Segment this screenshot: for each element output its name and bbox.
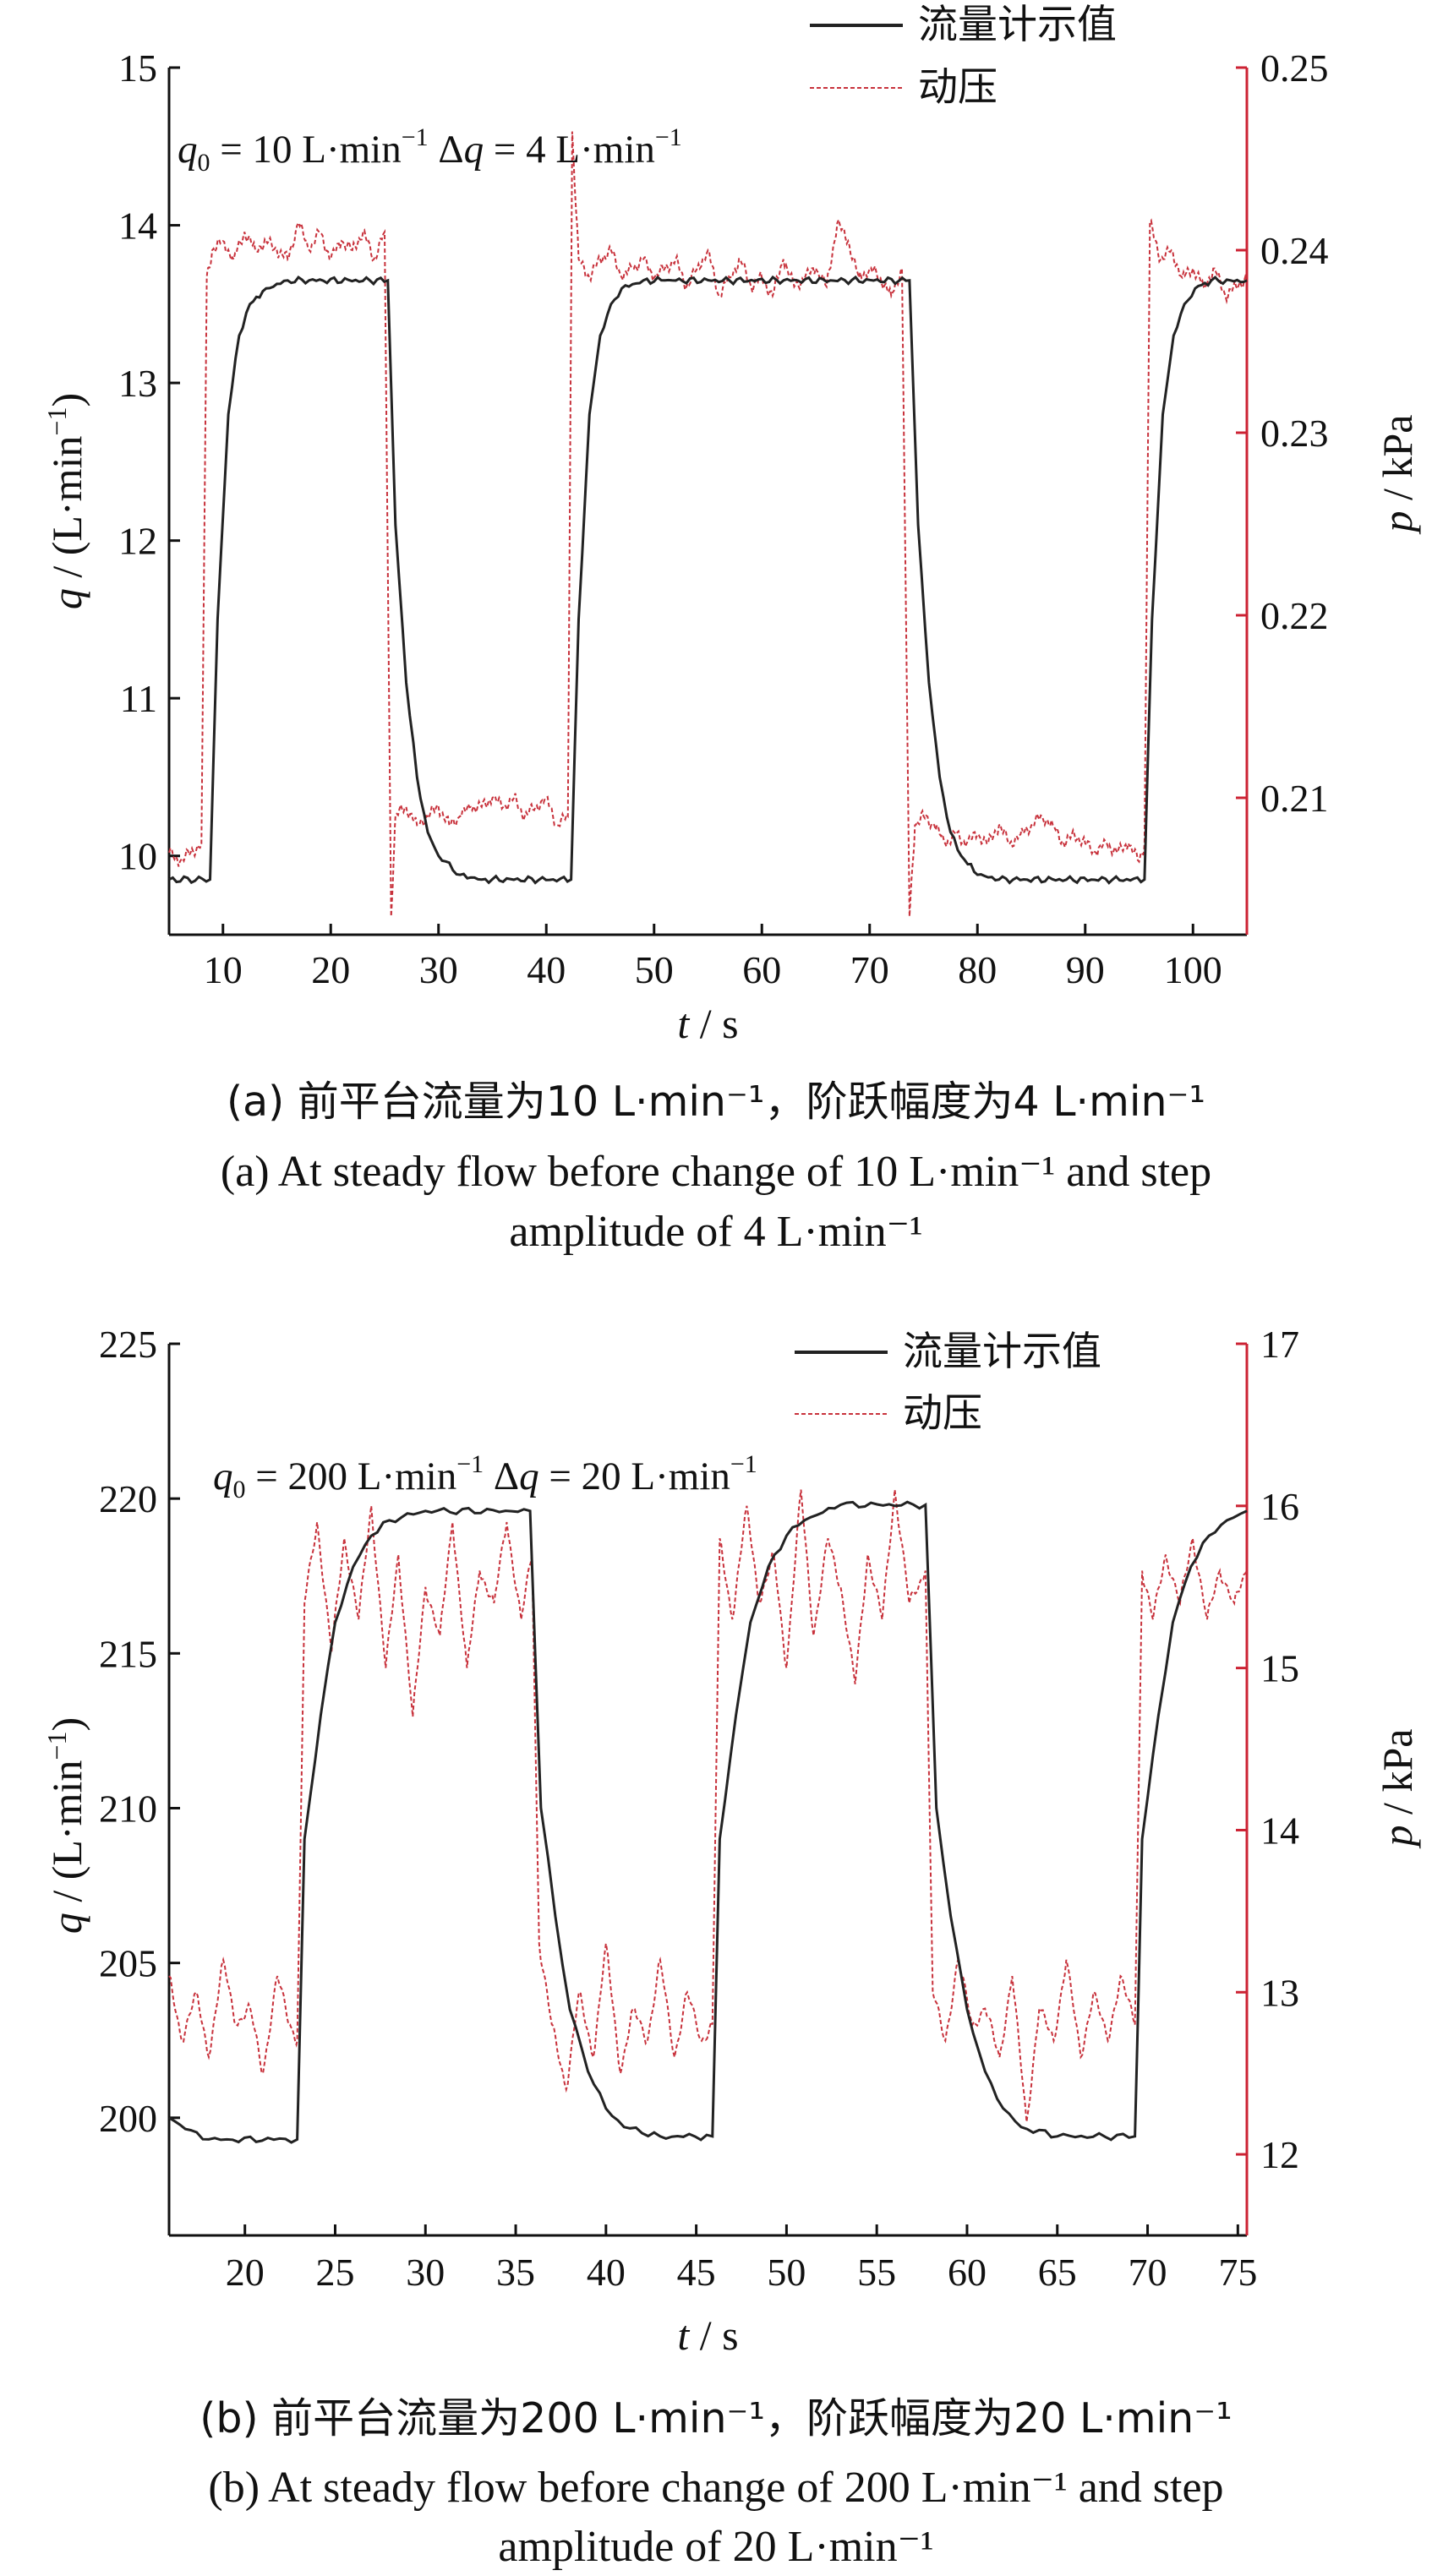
a-x-tick-label: 30 (419, 948, 458, 991)
caption-b-cn: (b) 前平台流量为200 L·min⁻¹，阶跃幅度为20 L·min⁻¹ (199, 2394, 1233, 2442)
b-y2-tick-label: 15 (1260, 1647, 1299, 1690)
b-y2-tick-label: 14 (1260, 1809, 1299, 1852)
a-y-tick-label: 13 (118, 362, 157, 405)
b-x-tick-label: 50 (767, 2251, 806, 2294)
a-legend-flow-label: 流量计示值 (918, 2, 1117, 48)
b-x-tick-label: 25 (315, 2251, 354, 2294)
a-y2-tick-label: 0.25 (1260, 46, 1329, 90)
a-x-tick-label: 40 (527, 948, 566, 991)
a-y2-tick-label: 0.23 (1260, 412, 1329, 455)
caption-b-en-2: amplitude of 20 L·min⁻¹ (498, 2523, 933, 2571)
a-y2-tick-label: 0.24 (1260, 229, 1329, 272)
caption-b-en-1: (b) At steady flow before change of 200 … (208, 2464, 1223, 2512)
b-y-tick-label: 215 (99, 1632, 157, 1675)
b-x-tick-label: 35 (496, 2251, 535, 2294)
a-series-pressure (168, 131, 1248, 917)
a-y2-axis-label: p / kPa (1374, 415, 1421, 535)
b-x-tick-label: 70 (1129, 2251, 1167, 2294)
b-x-axis-label: t / s (677, 2311, 738, 2359)
b-y2-tick-label: 16 (1260, 1485, 1299, 1528)
a-x-tick-label: 100 (1164, 948, 1222, 991)
b-legend-flow-label: 流量计示值 (903, 1329, 1101, 1375)
b-x-tick-label: 65 (1038, 2251, 1077, 2294)
b-y2-tick-label: 12 (1260, 2133, 1299, 2176)
b-x-tick-label: 55 (857, 2251, 896, 2294)
b-x-tick-label: 60 (948, 2251, 987, 2294)
b-y-tick-label: 205 (99, 1942, 157, 1985)
a-x-tick-label: 10 (204, 948, 243, 991)
a-x-tick-label: 60 (742, 948, 781, 991)
a-y-tick-label: 15 (118, 46, 157, 90)
a-x-tick-label: 90 (1066, 948, 1105, 991)
b-series-flow (168, 1500, 1248, 2144)
a-y-tick-label: 14 (118, 205, 157, 248)
b-y2-axis-label: p / kPa (1374, 1729, 1421, 1849)
b-legend-pressure-label: 动压 (903, 1390, 982, 1437)
b-x-tick-label: 75 (1218, 2251, 1257, 2294)
b-y-tick-label: 220 (99, 1477, 157, 1520)
b-x-tick-label: 40 (587, 2251, 626, 2294)
a-x-tick-label: 20 (311, 948, 350, 991)
caption-a-en-1: (a) At steady flow before change of 10 L… (221, 1148, 1211, 1196)
a-series-flow (168, 275, 1248, 885)
b-y-tick-label: 210 (99, 1787, 157, 1830)
b-y-tick-label: 200 (99, 2097, 157, 2140)
a-y-tick-label: 12 (118, 520, 157, 563)
caption-a-cn: (a) 前平台流量为10 L·min⁻¹，阶跃幅度为4 L·min⁻¹ (227, 1078, 1205, 1126)
b-series-pressure (168, 1489, 1248, 2122)
a-y2-tick-label: 0.22 (1260, 594, 1329, 637)
a-x-tick-label: 70 (850, 948, 889, 991)
a-y-tick-label: 11 (120, 677, 157, 720)
b-y2-tick-label: 17 (1260, 1323, 1299, 1366)
b-y2-tick-label: 13 (1260, 1971, 1299, 2014)
a-y-tick-label: 10 (118, 835, 157, 878)
b-x-tick-label: 45 (677, 2251, 716, 2294)
a-annotation: q0 = 10 L·min−1 Δq = 4 L·min−1 (178, 123, 682, 177)
a-x-tick-label: 50 (635, 948, 674, 991)
b-x-tick-label: 20 (226, 2251, 265, 2294)
caption-a-en-2: amplitude of 4 L·min⁻¹ (509, 1208, 922, 1256)
a-y-axis-label: q / (L·min−1) (41, 393, 90, 609)
a-x-axis-label: t / s (677, 1000, 738, 1047)
b-x-tick-label: 30 (406, 2251, 445, 2294)
b-y-tick-label: 225 (99, 1323, 157, 1366)
chart-b: 20 25 30 35 40 45 50 55 60 65 70 75 200 205 210 215 220 2… (41, 1323, 1421, 2359)
b-y-axis-label: q / (L·min−1) (41, 1717, 90, 1934)
b-annotation: q0 = 200 L·min−1 Δq = 20 L·min−1 (213, 1450, 757, 1504)
a-y2-tick-label: 0.21 (1260, 777, 1329, 820)
a-legend-pressure-label: 动压 (918, 64, 997, 111)
a-x-tick-label: 80 (958, 948, 997, 991)
chart-a: 10 20 30 40 50 60 70 80 90 100 10 11 12 13 14 15 0.21 0.2… (41, 2, 1421, 1047)
